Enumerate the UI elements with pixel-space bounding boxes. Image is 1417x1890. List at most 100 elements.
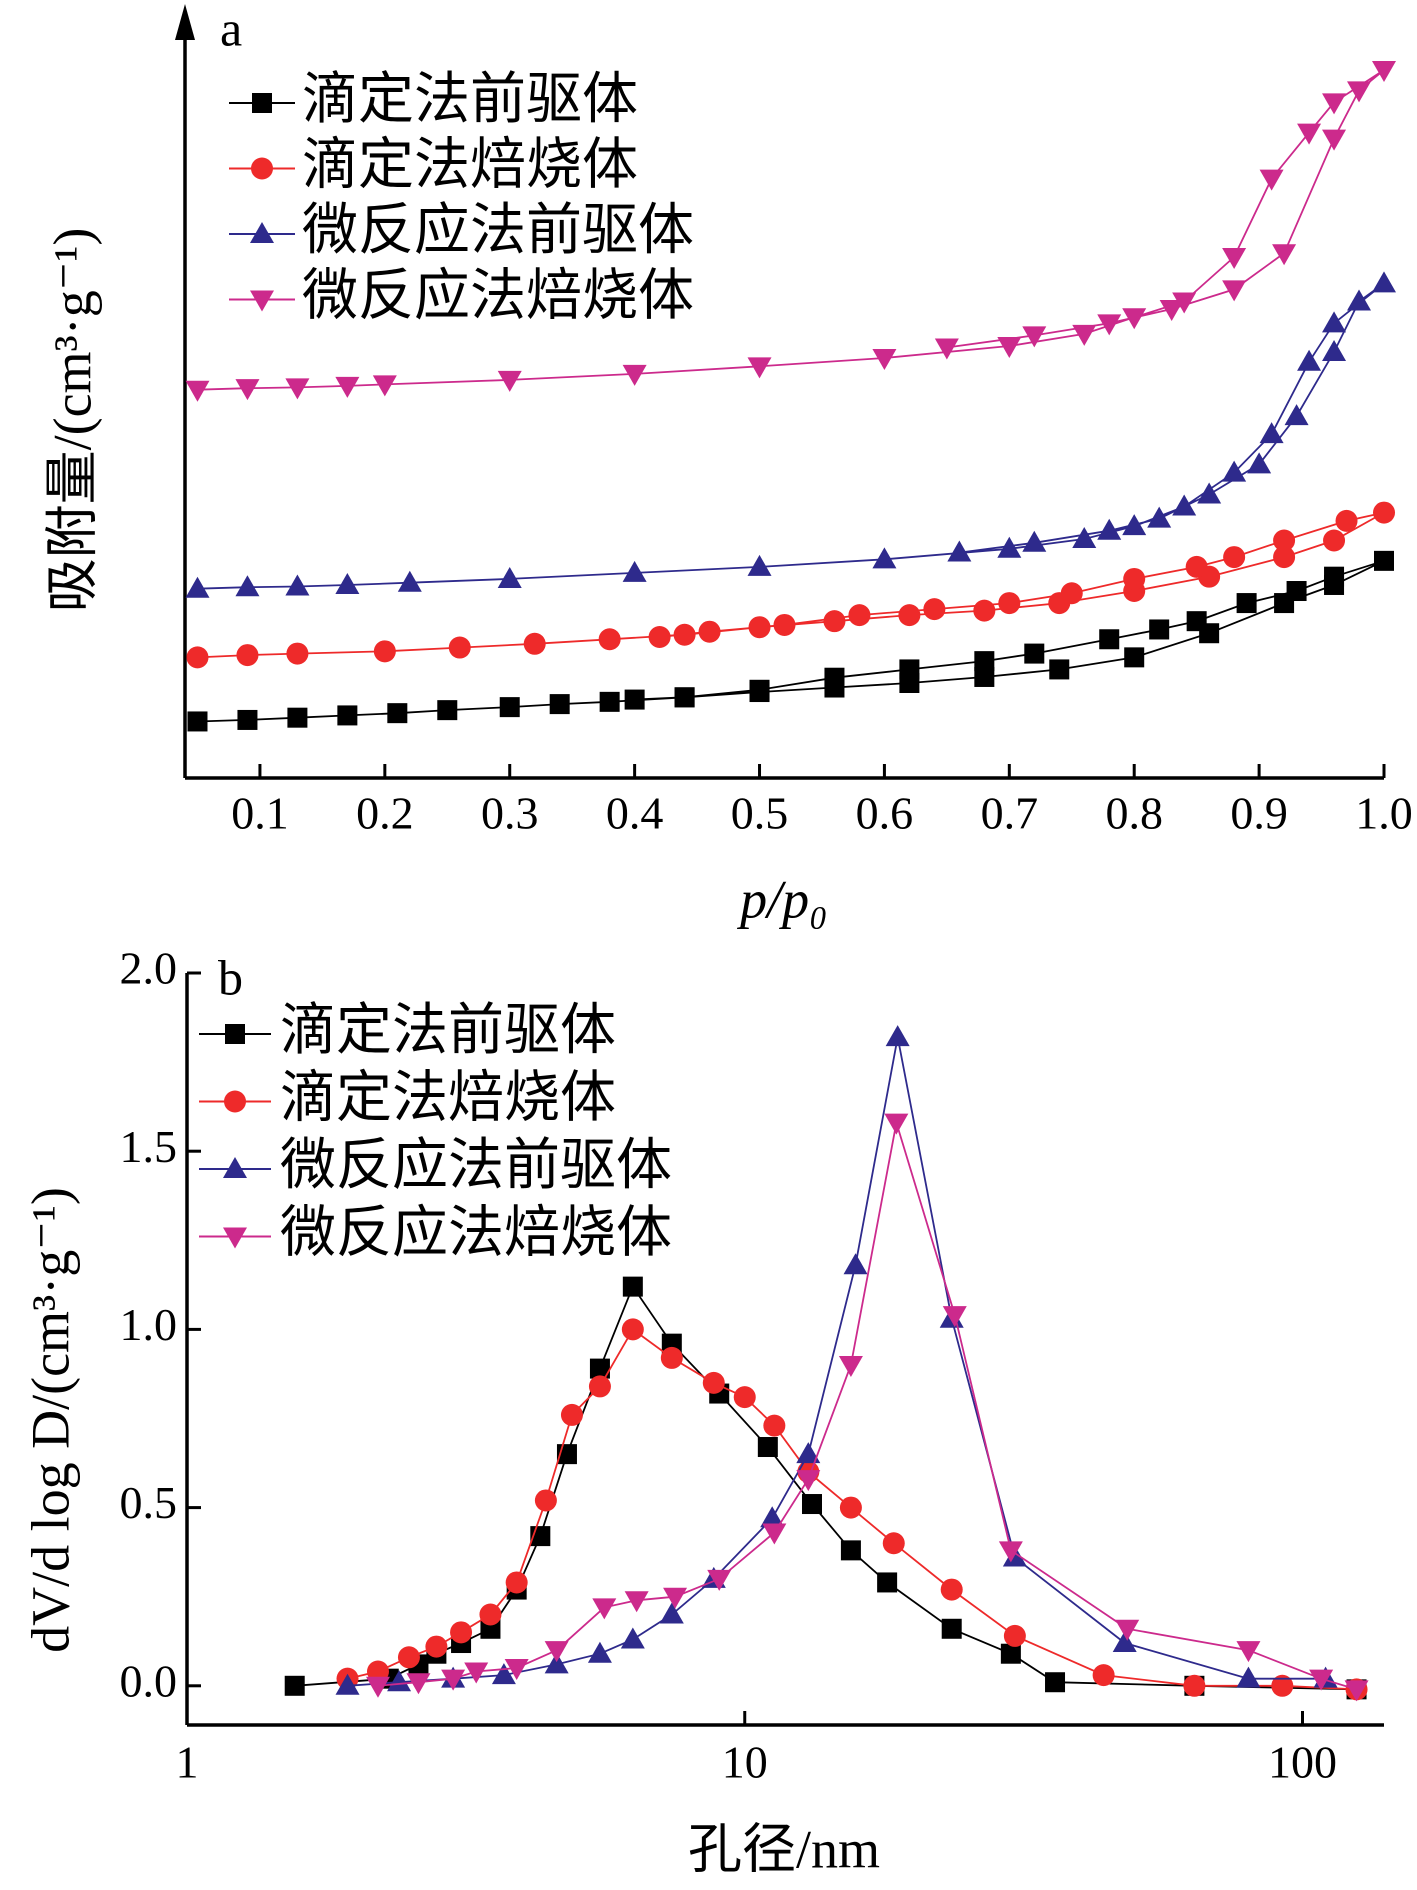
marker [997, 536, 1022, 558]
marker [505, 1571, 528, 1594]
legend-label: 微反应法前驱体 [302, 200, 694, 262]
marker [1372, 271, 1396, 293]
marker [1097, 314, 1122, 336]
marker [840, 1540, 861, 1561]
y-tick-label: 1.0 [120, 1299, 178, 1350]
marker [187, 711, 208, 732]
marker [235, 379, 260, 401]
marker [544, 1652, 569, 1674]
marker [998, 592, 1021, 615]
marker [387, 703, 408, 724]
marker [747, 357, 772, 379]
marker [848, 604, 871, 627]
marker [560, 1403, 583, 1426]
marker [1222, 247, 1247, 269]
marker [387, 1670, 412, 1692]
marker [1122, 514, 1147, 536]
marker [1259, 169, 1284, 191]
marker [335, 376, 360, 398]
marker [748, 616, 771, 639]
marker [286, 642, 309, 665]
legend-marker [251, 157, 273, 180]
marker [1097, 518, 1122, 540]
marker [534, 1489, 557, 1512]
marker [397, 570, 422, 592]
marker [588, 1375, 611, 1398]
marker [1112, 1631, 1137, 1653]
marker [1335, 509, 1358, 532]
marker [587, 1641, 612, 1663]
marker [899, 659, 920, 680]
marker [934, 338, 959, 360]
marker [337, 705, 358, 726]
x-tick-label: 0.5 [731, 788, 789, 839]
marker [406, 1673, 431, 1695]
marker [1347, 289, 1372, 311]
x-tick-label: 0.4 [606, 788, 664, 839]
marker [1159, 300, 1184, 322]
marker [796, 1470, 821, 1492]
x-tick-label: 0.6 [856, 788, 914, 839]
marker [624, 689, 645, 710]
marker [397, 1646, 420, 1669]
marker [1309, 1669, 1334, 1691]
marker [589, 1358, 610, 1379]
marker [707, 1569, 732, 1591]
legend-label: 微反应法焙烧体 [280, 1202, 672, 1264]
marker [1247, 452, 1272, 474]
marker [997, 336, 1022, 358]
marker [872, 547, 897, 569]
marker [1000, 1643, 1021, 1664]
marker [1322, 93, 1347, 115]
marker [974, 666, 995, 687]
x-axis-label: p/p₀ [736, 869, 828, 929]
marker [499, 697, 520, 718]
marker [998, 1541, 1023, 1563]
y-tick-label: 0.5 [120, 1477, 178, 1528]
marker [698, 620, 721, 643]
marker [185, 576, 210, 598]
marker [885, 1025, 910, 1047]
marker [1297, 123, 1322, 145]
marker [1186, 611, 1207, 632]
marker [872, 349, 897, 371]
marker [1022, 530, 1047, 552]
marker [1223, 546, 1246, 569]
marker [497, 370, 522, 392]
marker [235, 575, 260, 597]
x-tick-label: 0.7 [981, 788, 1039, 839]
marker [1322, 311, 1347, 333]
x-tick-label: 0.9 [1230, 788, 1288, 839]
legend-label: 微反应法焙烧体 [302, 265, 694, 327]
marker [1374, 550, 1394, 571]
x-tick-label: 100 [1268, 1737, 1337, 1788]
marker [284, 1675, 305, 1696]
legend-marker [225, 1024, 245, 1044]
legend-marker [223, 1227, 247, 1249]
marker [335, 1673, 360, 1695]
marker [185, 380, 210, 402]
marker [942, 1306, 967, 1328]
marker [544, 1641, 569, 1663]
marker [237, 709, 258, 730]
marker [1092, 1664, 1115, 1687]
marker [974, 651, 995, 672]
marker [1373, 501, 1395, 524]
marker [335, 572, 360, 594]
marker [1172, 292, 1197, 314]
marker [504, 1658, 529, 1680]
series-line [197, 282, 1385, 590]
marker [598, 628, 621, 651]
legend-label: 滴定法前驱体 [280, 1000, 616, 1062]
marker [1002, 1545, 1027, 1567]
x-tick-label: 0.2 [356, 788, 414, 839]
marker [1115, 1619, 1140, 1641]
marker [450, 1621, 473, 1644]
marker [441, 1669, 466, 1691]
marker [1172, 494, 1197, 516]
marker [620, 1627, 645, 1649]
marker [898, 604, 921, 627]
marker [1185, 555, 1208, 578]
marker [1344, 1680, 1369, 1702]
marker [839, 1496, 862, 1519]
